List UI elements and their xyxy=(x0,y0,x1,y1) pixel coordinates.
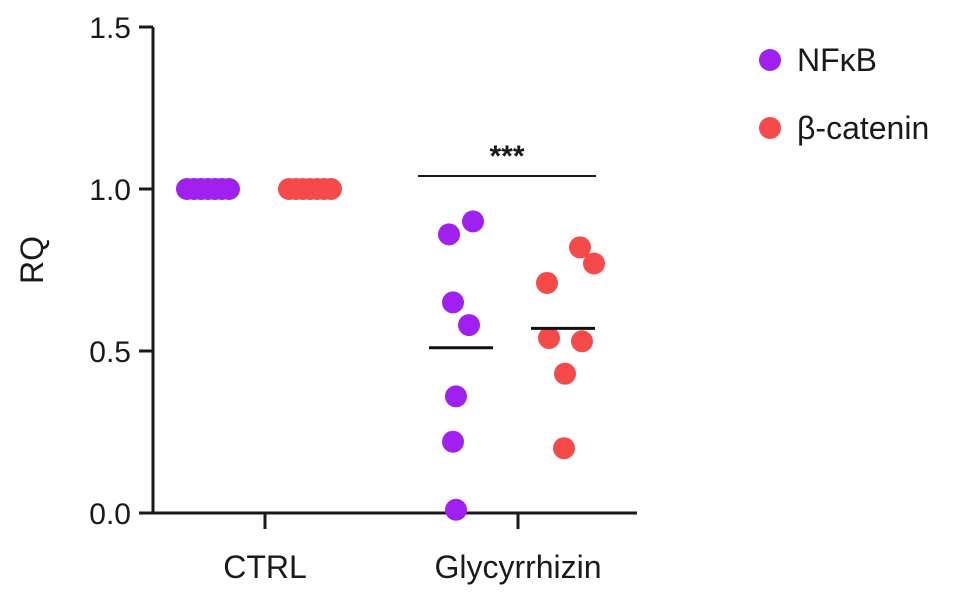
data-point xyxy=(458,314,480,337)
data-point xyxy=(218,178,240,200)
y-tick-label: 0.0 xyxy=(89,498,131,531)
data-point xyxy=(320,178,342,200)
data-point xyxy=(554,362,576,385)
x-category-label: Glycyrrhizin xyxy=(434,549,601,585)
data-point xyxy=(583,252,605,275)
axes: 0.0 0.5 1.0 1.5 RQ CTRL Glycyrrhizin xyxy=(14,12,637,585)
data-point xyxy=(438,223,460,246)
data-point xyxy=(536,271,558,294)
legend-label: NFκB xyxy=(797,42,877,78)
legend-marker xyxy=(759,49,781,71)
x-category-label: CTRL xyxy=(223,549,307,585)
data-point xyxy=(445,385,467,408)
significance-label: *** xyxy=(489,140,524,173)
data-marks: *** xyxy=(176,140,605,521)
legend-label: β-catenin xyxy=(797,110,929,146)
y-tick-label: 1.5 xyxy=(89,12,131,45)
y-axis-label: RQ xyxy=(14,236,50,284)
data-point xyxy=(553,437,575,460)
data-point xyxy=(445,498,467,521)
data-point xyxy=(569,236,591,259)
data-point xyxy=(571,330,593,353)
data-point xyxy=(442,291,464,314)
legend-marker xyxy=(759,117,781,139)
data-point xyxy=(538,327,560,350)
legend: NFκB β-catenin xyxy=(759,42,929,146)
y-tick-label: 1.0 xyxy=(89,174,131,207)
data-point xyxy=(442,430,464,453)
y-tick-label: 0.5 xyxy=(89,336,131,369)
data-point xyxy=(462,210,484,233)
